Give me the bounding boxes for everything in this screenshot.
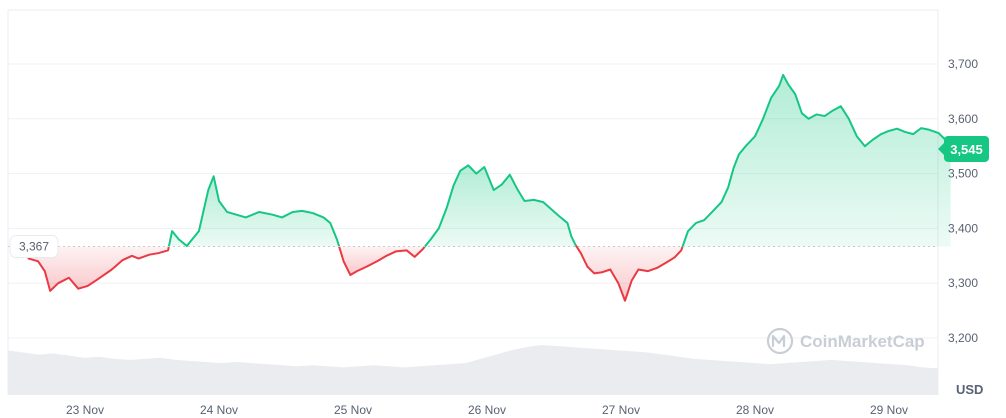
x-tick-label: 27 Nov (602, 403, 640, 417)
volume-area (8, 345, 938, 395)
watermark: CoinMarketCap (766, 327, 925, 355)
area-fill-down (576, 246, 683, 301)
area-fill-down (23, 246, 169, 291)
x-tick-label: 25 Nov (334, 403, 372, 417)
coinmarketcap-logo-icon (766, 327, 794, 355)
current-price-badge: 3,545 (938, 135, 989, 162)
watermark-group: CoinMarketCap (766, 327, 925, 355)
price-line-down (575, 245, 684, 302)
price-line-up (681, 73, 952, 248)
current-price-pointer (938, 142, 944, 155)
area-fill-up (424, 165, 577, 247)
baseline-label: 3,367 (9, 234, 59, 258)
watermark-text: CoinMarketCap (800, 332, 925, 351)
current-price-layer: 3,545 (938, 135, 989, 162)
area-fill-up (168, 176, 340, 247)
area-fill-up (682, 74, 951, 247)
area-fill-down (339, 246, 425, 275)
price-line-up (423, 164, 578, 248)
price-line-down (22, 245, 170, 292)
y-tick-label: 3,400 (948, 221, 978, 235)
price-line-down (338, 245, 426, 276)
y-tick-label: 3,300 (948, 276, 978, 290)
x-tick-label: 24 Nov (200, 403, 238, 417)
price-line-up (167, 175, 341, 248)
axis-labels: 3,200 3,300 3,400 3,500 3,600 3,700 23 Nov 24 N… (66, 57, 983, 417)
baseline-label-box (9, 234, 59, 258)
baseline-layer: 3,367 (8, 234, 938, 258)
x-tick-label: 23 Nov (66, 403, 104, 417)
y-tick-label: 3,200 (948, 331, 978, 345)
current-price-text: 3,545 (950, 142, 983, 157)
y-tick-label: 3,700 (948, 57, 978, 71)
x-tick-label: 29 Nov (870, 403, 908, 417)
x-tick-label: 26 Nov (468, 403, 506, 417)
y-tick-label: 3,500 (948, 167, 978, 181)
area-fills (20, 74, 951, 301)
volume-area-path (8, 345, 938, 395)
x-tick-label: 28 Nov (736, 403, 774, 417)
currency-unit-label: USD (956, 382, 983, 397)
y-tick-label: 3,600 (948, 112, 978, 126)
baseline-label-text: 3,367 (19, 239, 49, 253)
current-price-box (944, 135, 989, 162)
